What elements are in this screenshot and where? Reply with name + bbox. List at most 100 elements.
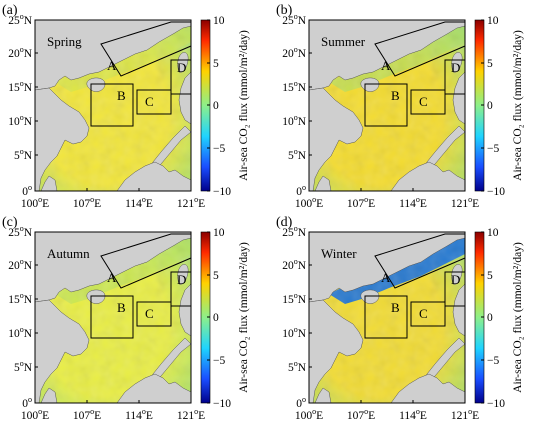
panel-letter: (c): [2, 215, 18, 230]
colorbar-tick-label: 5: [213, 58, 219, 70]
colorbar-tick-label: 5: [487, 58, 493, 70]
season-label: Spring: [47, 34, 82, 49]
landmass: [452, 283, 465, 337]
landmass: [35, 232, 191, 303]
x-tick-label: 107oE: [347, 195, 375, 210]
colorbar-tick-label: 0: [213, 100, 219, 112]
colorbar-tick-label: 0: [213, 312, 219, 324]
region-label-a: A: [381, 270, 391, 285]
y-tick-label: 10oN: [8, 325, 33, 340]
x-tick-label: 114oE: [125, 407, 153, 422]
region-box-b: [90, 295, 134, 339]
landmass: [116, 161, 191, 191]
landmass: [451, 264, 463, 285]
season-label: Autumn: [47, 246, 90, 261]
y-tick-label: 0o: [296, 395, 306, 410]
region-label-b: B: [391, 300, 400, 315]
region-label-c: C: [419, 94, 428, 109]
landmass: [314, 387, 332, 403]
colorbar-tick-label: −10: [213, 186, 231, 198]
x-tick-label: 114oE: [399, 195, 427, 210]
x-tick-label: 121oE: [177, 195, 205, 210]
y-tick-label: 10oN: [282, 113, 307, 128]
region-label-a: A: [107, 270, 117, 285]
panel-letter: (a): [2, 3, 18, 18]
region-label-a: A: [381, 58, 391, 73]
colorbar-tick-label: −5: [487, 355, 499, 367]
colorbar-tick-label: 10: [213, 227, 225, 239]
region-box-c: [136, 89, 172, 115]
y-tick-label: 20oN: [8, 45, 33, 60]
colorbar-label: Air-sea CO₂ flux (mmol/m²/day): [238, 30, 250, 181]
colorbar-tick-label: 10: [213, 15, 225, 27]
landmass: [390, 373, 465, 403]
x-tick-label: 121oE: [177, 407, 205, 422]
y-tick-label: 10oN: [8, 113, 33, 128]
y-tick-label: 25oN: [8, 12, 33, 27]
landmass: [177, 52, 189, 73]
map-frame: [308, 231, 466, 404]
y-tick-label: 5oN: [14, 147, 33, 162]
panel-letter: (d): [276, 215, 293, 230]
landmass: [178, 283, 191, 337]
landmass: [116, 373, 191, 403]
x-tick-label: 100oE: [21, 407, 49, 422]
x-tick-label: 114oE: [125, 195, 153, 210]
panel-letter: (b): [276, 3, 293, 18]
region-label-a: A: [107, 58, 117, 73]
landmass: [177, 264, 189, 285]
colorbar-tick-label: −5: [213, 355, 225, 367]
y-tick-label: 20oN: [282, 257, 307, 272]
y-tick-label: 15oN: [282, 291, 307, 306]
y-tick-label: 20oN: [282, 45, 307, 60]
season-label: Summer: [321, 34, 366, 49]
region-box-c: [410, 89, 446, 115]
map-frame: [34, 231, 192, 404]
landmass: [35, 20, 191, 91]
region-label-b: B: [117, 300, 126, 315]
x-tick-label: 121oE: [451, 195, 479, 210]
landmass: [309, 299, 364, 403]
colorbar-tick-label: 5: [213, 270, 219, 282]
colorbar-tick-label: −10: [487, 186, 505, 198]
region-label-c: C: [145, 306, 154, 321]
colorbar-tick-label: 0: [487, 312, 493, 324]
colorbar-label: Air-sea CO₂ flux (mmol/m²/day): [238, 242, 250, 393]
colorbar-tick-label: −10: [213, 398, 231, 410]
landmass: [309, 87, 364, 191]
x-tick-label: 114oE: [399, 407, 427, 422]
y-tick-label: 25oN: [8, 224, 33, 239]
x-tick-label: 107oE: [347, 407, 375, 422]
y-tick-label: 0o: [296, 183, 306, 198]
y-tick-label: 5oN: [288, 147, 307, 162]
landmass: [178, 71, 191, 125]
region-box-b: [364, 83, 408, 127]
y-tick-label: 5oN: [14, 359, 33, 374]
region-label-c: C: [419, 306, 428, 321]
y-tick-label: 5oN: [288, 359, 307, 374]
map-frame: [34, 19, 192, 192]
y-tick-label: 15oN: [282, 79, 307, 94]
landmass: [35, 87, 90, 191]
region-label-b: B: [117, 88, 126, 103]
landmass: [309, 20, 465, 91]
x-tick-label: 100oE: [21, 195, 49, 210]
region-box-c: [136, 301, 172, 327]
landmass: [314, 175, 332, 191]
y-tick-label: 25oN: [282, 12, 307, 27]
region-box-b: [364, 295, 408, 339]
map-frame: [308, 19, 466, 192]
colorbar-tick-label: 10: [487, 227, 499, 239]
landmass: [35, 299, 90, 403]
colorbar-tick-label: 10: [487, 15, 499, 27]
landmass: [390, 161, 465, 191]
colorbar-label: Air-sea CO₂ flux (mmol/m²/day): [512, 242, 524, 393]
y-tick-label: 10oN: [282, 325, 307, 340]
region-label-d: D: [451, 272, 460, 287]
region-label-d: D: [451, 60, 460, 75]
landmass: [309, 232, 465, 303]
landmass: [452, 71, 465, 125]
